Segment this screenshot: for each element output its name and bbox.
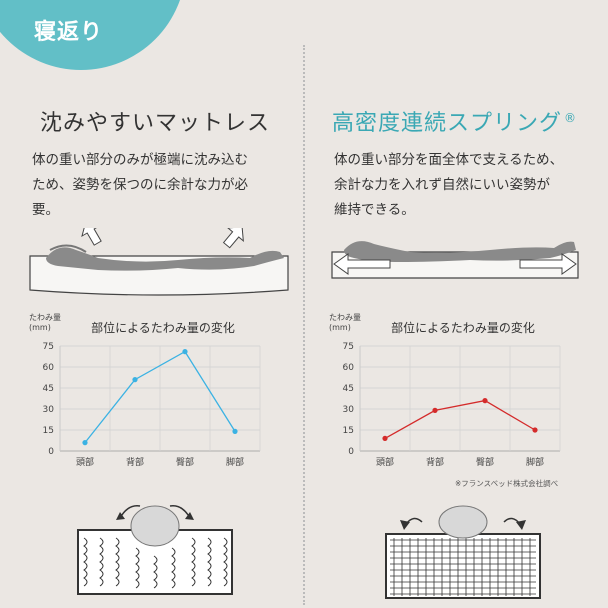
left-description-line: 体の重い部分のみが極端に沈み込む — [32, 152, 248, 168]
sinking-mattress-illustration — [29, 228, 289, 296]
right-description-line: 維持できる。 — [334, 202, 415, 218]
sinking-cross-section-illustration — [77, 505, 233, 595]
chart-title: 部位によるたわみ量の変化 — [91, 320, 235, 335]
right-description-line: 体の重い部分を面全体で支えるため、 — [334, 152, 564, 168]
y-axis-label: たわみ量 — [29, 313, 61, 322]
y-tick-label: 45 — [343, 384, 354, 394]
y-tick-label: 75 — [343, 342, 354, 352]
y-axis-label: (mm) — [329, 323, 351, 332]
y-axis-label: (mm) — [29, 323, 51, 332]
y-tick-label: 15 — [43, 426, 54, 436]
data-point — [532, 427, 538, 433]
spring-coils — [83, 537, 228, 589]
spring-cross-section-illustration — [385, 505, 541, 599]
left-description-line: ため、姿勢を保つのに余計な力が必 — [32, 177, 248, 193]
data-point — [182, 349, 188, 355]
left-description: 体の重い部分のみが極端に沈み込む ため、姿勢を保つのに余計な力が必 要。 — [32, 148, 272, 223]
x-tick-label: 脚部 — [226, 456, 244, 468]
arrow-left-icon — [333, 253, 391, 275]
y-tick-label: 0 — [348, 447, 354, 457]
data-point — [232, 428, 238, 434]
arrow-right-icon — [519, 253, 577, 275]
body-silhouette — [46, 247, 284, 271]
x-tick-label: 臀部 — [476, 456, 494, 468]
right-description: 体の重い部分を面全体で支えるため、 余計な力を入れず自然にいい姿勢が 維持できる… — [334, 148, 584, 223]
dense-spring-pattern — [390, 538, 536, 596]
left-deflection-chart: 部位によるたわみ量の変化 たわみ量(mm) 75 60 45 30 15 0 頭部 背部 臀部 脚部 — [29, 313, 261, 468]
y-tick-label: 75 — [43, 342, 54, 352]
y-tick-label: 45 — [43, 384, 54, 394]
x-tick-label: 臀部 — [176, 456, 194, 468]
right-deflection-chart: 部位によるたわみ量の変化 たわみ量(mm) 75 60 45 30 15 0 頭部 背部 臀部 脚部 — [329, 313, 561, 468]
right-title: 高密度連続スプリング ® — [332, 105, 577, 137]
data-point — [82, 440, 88, 446]
left-description-line: 要。 — [32, 202, 59, 218]
y-tick-label: 60 — [343, 363, 355, 373]
x-tick-label: 背部 — [426, 456, 444, 468]
series-line — [384, 399, 536, 439]
x-tick-label: 頭部 — [76, 456, 94, 468]
y-tick-label: 30 — [43, 405, 55, 415]
series-line — [84, 350, 236, 444]
footnote: ※フランスベッド株式会社調べ — [455, 479, 559, 488]
x-tick-label: 脚部 — [526, 456, 544, 468]
y-tick-label: 30 — [343, 405, 355, 415]
data-point — [382, 435, 388, 441]
x-tick-label: 背部 — [126, 456, 144, 468]
spring-mattress-illustration — [331, 241, 579, 279]
data-point — [482, 398, 488, 404]
y-tick-label: 60 — [43, 363, 55, 373]
column-divider — [303, 45, 305, 605]
y-tick-label: 0 — [48, 447, 54, 457]
head-silhouette — [438, 505, 488, 539]
y-tick-label: 15 — [343, 426, 354, 436]
arrow-up-right-icon — [222, 228, 244, 249]
y-axis-label: たわみ量 — [329, 313, 361, 322]
arrow-up-left-icon — [81, 228, 102, 246]
head-silhouette — [130, 505, 180, 547]
right-description-line: 余計な力を入れず自然にいい姿勢が — [334, 177, 550, 193]
body-silhouette — [344, 241, 576, 262]
badge-label: 寝返り — [34, 20, 104, 45]
registered-mark: ® — [564, 110, 578, 125]
chart-title: 部位によるたわみ量の変化 — [391, 320, 535, 335]
left-title: 沈みやすいマットレス — [40, 111, 271, 136]
data-point — [432, 407, 438, 413]
right-title-text: 高密度連続スプリング — [332, 111, 563, 136]
x-tick-label: 頭部 — [376, 456, 394, 468]
data-point — [132, 377, 138, 383]
